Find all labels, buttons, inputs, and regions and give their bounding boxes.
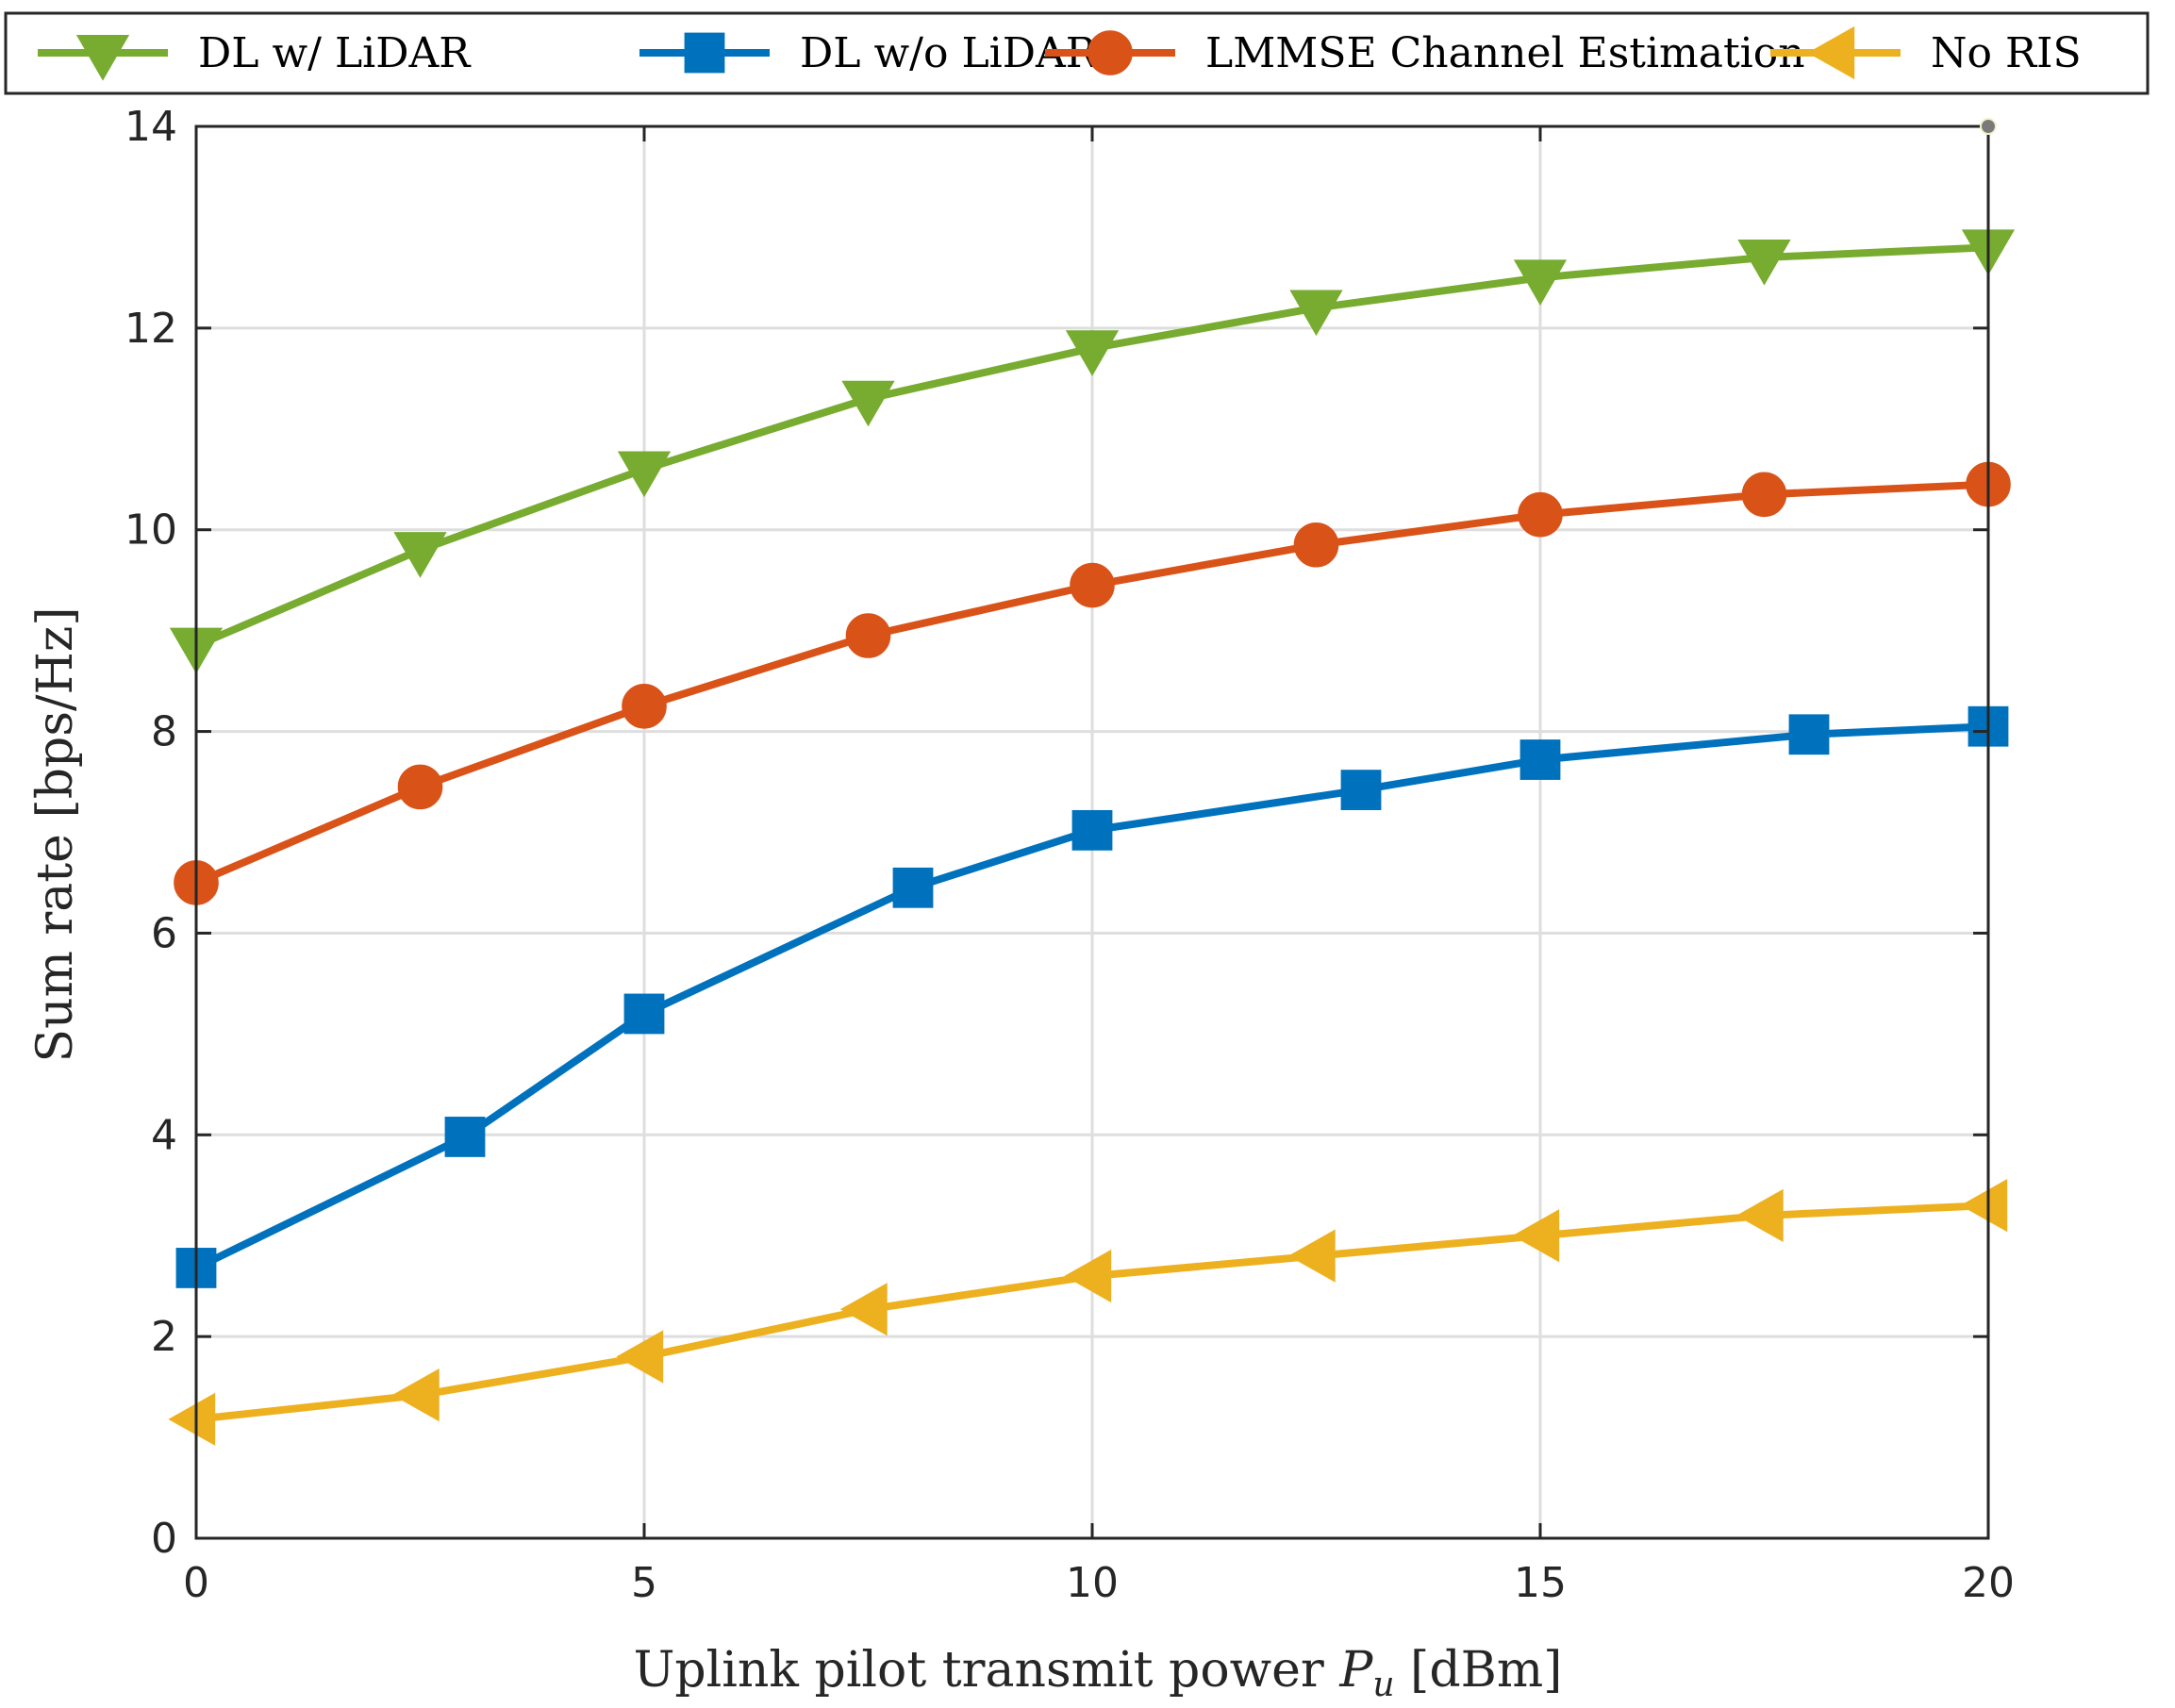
data-point-3-1 (391, 1368, 440, 1422)
data-point-2-6 (1518, 491, 1563, 538)
data-point-2-4 (1070, 562, 1115, 608)
corner-datatip-dot (1980, 118, 1997, 135)
legend-marker-1 (684, 32, 725, 74)
x-tick-label: 5 (631, 1559, 657, 1607)
data-point-3-6 (1512, 1209, 1560, 1263)
data-point-2-1 (397, 764, 443, 810)
x-axis-title-suffix: [dBm] (1395, 1642, 1563, 1699)
data-point-2-2 (622, 684, 667, 729)
legend-marker-0 (75, 35, 130, 81)
x-axis-title-symbol: P (1338, 1642, 1373, 1699)
legend-label-2: LMMSE Channel Estimation (1205, 29, 1805, 77)
data-point-1-7 (1788, 714, 1830, 755)
data-point-2-5 (1293, 522, 1339, 568)
x-axis-title: Uplink pilot transmit power Pu [dBm] (634, 1642, 1563, 1704)
data-point-1-6 (1519, 739, 1561, 780)
x-tick-label: 0 (183, 1559, 209, 1607)
x-axis-title-prefix: Uplink pilot transmit power (634, 1642, 1340, 1699)
legend-marker-2 (1088, 30, 1133, 75)
data-point-2-7 (1741, 472, 1787, 518)
y-tick-label: 8 (151, 708, 177, 756)
axis-ticks (194, 124, 1990, 1540)
data-point-0-2 (617, 451, 672, 498)
data-point-3-2 (616, 1330, 664, 1384)
data-point-0-5 (1289, 290, 1343, 337)
data-point-3-4 (1064, 1249, 1112, 1303)
data-point-3-7 (1735, 1188, 1784, 1242)
y-axis-title: Sum rate [bps/Hz] (27, 606, 84, 1062)
y-tick-label: 0 (151, 1515, 177, 1563)
y-tick-label: 12 (125, 305, 177, 353)
legend-label-0: DL w/ LiDAR (198, 29, 472, 77)
x-axis-title-subscript: u (1372, 1666, 1394, 1704)
data-point-1-4 (1071, 809, 1113, 851)
data-point-0-6 (1513, 259, 1568, 306)
tick-labels: 0 5 10 15 20 0 2 4 6 8 10 12 14 (125, 103, 2015, 1607)
y-tick-label: 10 (125, 506, 177, 555)
data-point-3-8 (1960, 1179, 2008, 1233)
data-point-1-5 (1340, 770, 1382, 810)
data-point-3-0 (168, 1392, 216, 1446)
data-point-0-7 (1737, 240, 1791, 286)
x-tick-label: 20 (1962, 1559, 2015, 1607)
data-point-0-4 (1065, 330, 1120, 376)
y-tick-label: 14 (125, 103, 177, 151)
data-point-3-5 (1287, 1229, 1336, 1283)
data-point-1-2 (623, 993, 665, 1035)
y-tick-label: 6 (151, 909, 177, 957)
data-point-1-1 (444, 1117, 486, 1157)
x-tick-label: 10 (1066, 1559, 1119, 1607)
data-point-1-3 (892, 867, 934, 908)
y-tick-label: 2 (151, 1313, 177, 1361)
data-point-3-3 (839, 1283, 888, 1336)
legend: DL w/ LiDAR DL w/o LiDAR LMMSE Channel Est… (4, 11, 2150, 95)
legend-label-3: No RIS (1931, 29, 2082, 77)
data-point-2-3 (845, 613, 891, 658)
data-point-0-3 (841, 380, 895, 427)
x-tick-label: 15 (1514, 1559, 1567, 1607)
data-point-0-1 (393, 532, 447, 578)
legend-marker-3 (1807, 25, 1855, 80)
y-tick-label: 4 (151, 1111, 177, 1159)
